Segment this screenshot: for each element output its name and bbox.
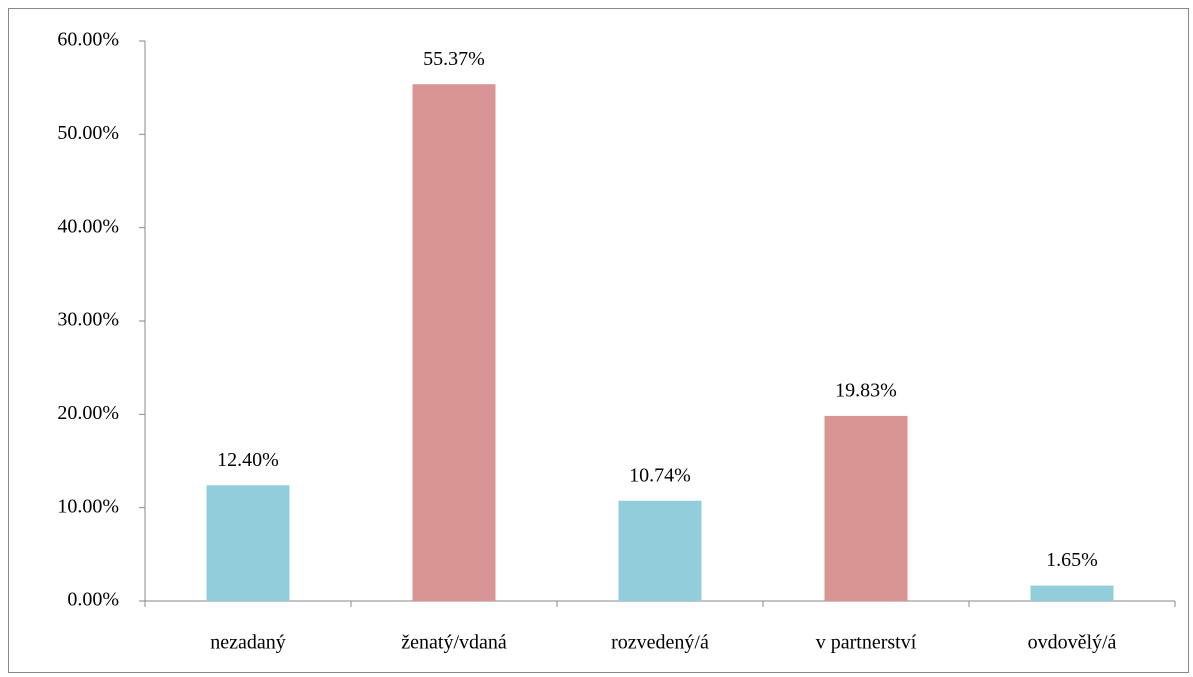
y-tick-label: 30.00% — [57, 309, 119, 331]
bar — [1030, 585, 1114, 601]
data-label: 10.74% — [629, 464, 691, 486]
x-tick-label: ženatý/vdaná — [401, 632, 507, 654]
x-tick-label: ovdovělý/á — [1028, 632, 1117, 654]
y-tick-label: 60.00% — [57, 29, 119, 51]
data-label: 1.65% — [1046, 549, 1098, 571]
y-tick-label: 50.00% — [57, 122, 119, 144]
bar — [618, 500, 702, 601]
y-tick-label: 0.00% — [67, 589, 119, 611]
y-tick-label: 10.00% — [57, 495, 119, 517]
bar — [206, 485, 290, 601]
x-tick-label: nezadaný — [210, 632, 286, 654]
y-tick-label: 20.00% — [57, 402, 119, 424]
x-tick-label: rozvedený/á — [611, 632, 709, 654]
chart-frame — [8, 8, 1189, 673]
data-label: 12.40% — [217, 449, 279, 471]
bar — [412, 84, 496, 602]
bar — [824, 415, 908, 601]
y-tick-label: 40.00% — [57, 215, 119, 237]
data-label: 55.37% — [423, 48, 485, 70]
data-label: 19.83% — [835, 380, 897, 402]
x-tick-label: v partnerství — [816, 632, 917, 654]
